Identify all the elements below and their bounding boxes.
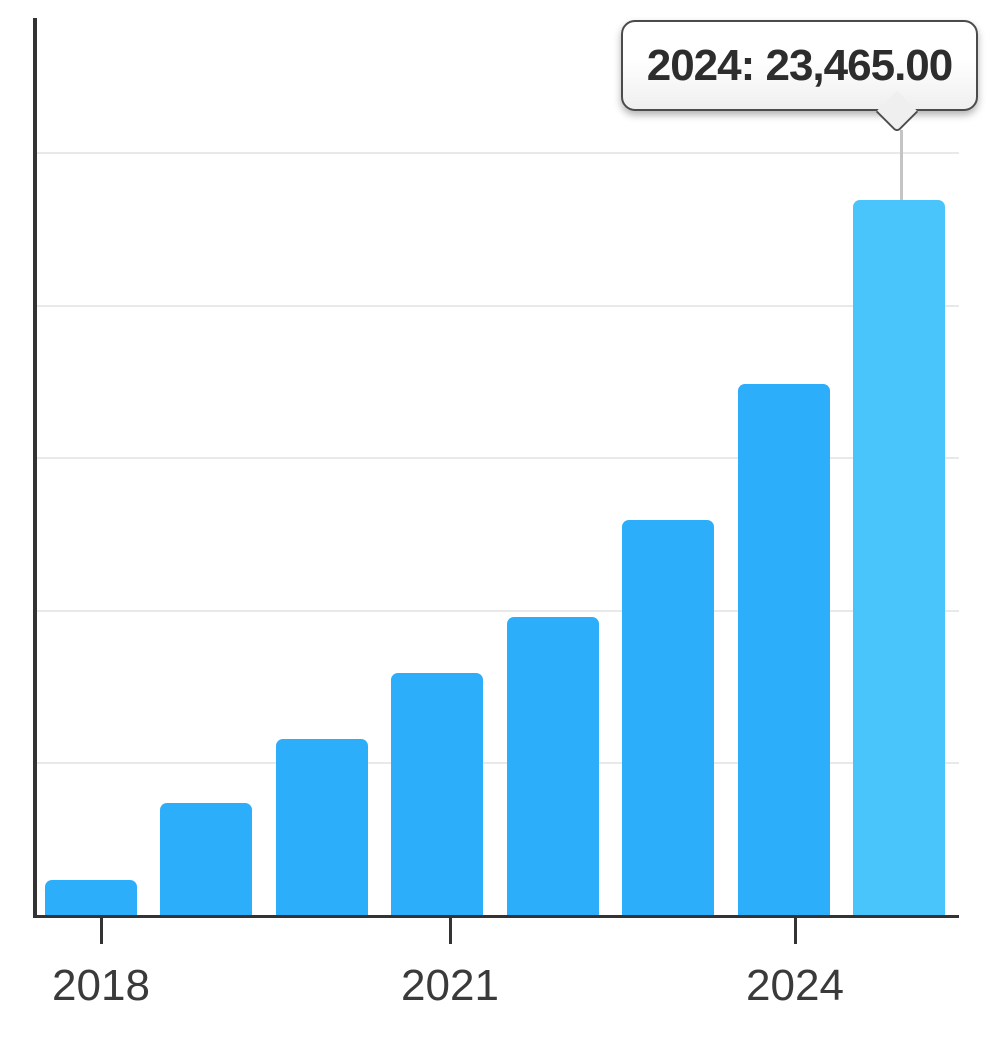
tooltip-label: 2024: 23,465.00	[646, 40, 954, 90]
gridline-10000	[36, 609, 959, 612]
gridline-25000	[36, 152, 959, 155]
y-axis-line	[33, 18, 37, 918]
tooltip: 2024: 23,465.00	[621, 20, 978, 111]
gridline-5000	[36, 762, 959, 765]
bar-2020[interactable]	[391, 672, 484, 918]
x-tick-label-2024: 2024	[746, 961, 844, 1010]
bar-2019[interactable]	[275, 739, 368, 918]
x-tick-label-2021: 2021	[401, 961, 499, 1010]
bar-2021[interactable]	[506, 616, 599, 918]
x-tick-label-2018: 2018	[52, 961, 150, 1010]
bar-2024[interactable]	[853, 200, 945, 918]
tooltip-pointer-line	[900, 130, 903, 200]
bar-2022[interactable]	[622, 519, 715, 918]
x-tick-2024	[793, 918, 797, 944]
bar-2017[interactable]	[45, 879, 137, 918]
x-axis-line	[33, 914, 959, 918]
x-tick-2018	[99, 918, 103, 944]
x-tick-2021	[448, 918, 452, 944]
gridline-20000	[36, 304, 959, 307]
gridline-15000	[36, 457, 959, 460]
bar-2023[interactable]	[737, 383, 830, 918]
bar-2018[interactable]	[160, 803, 253, 918]
